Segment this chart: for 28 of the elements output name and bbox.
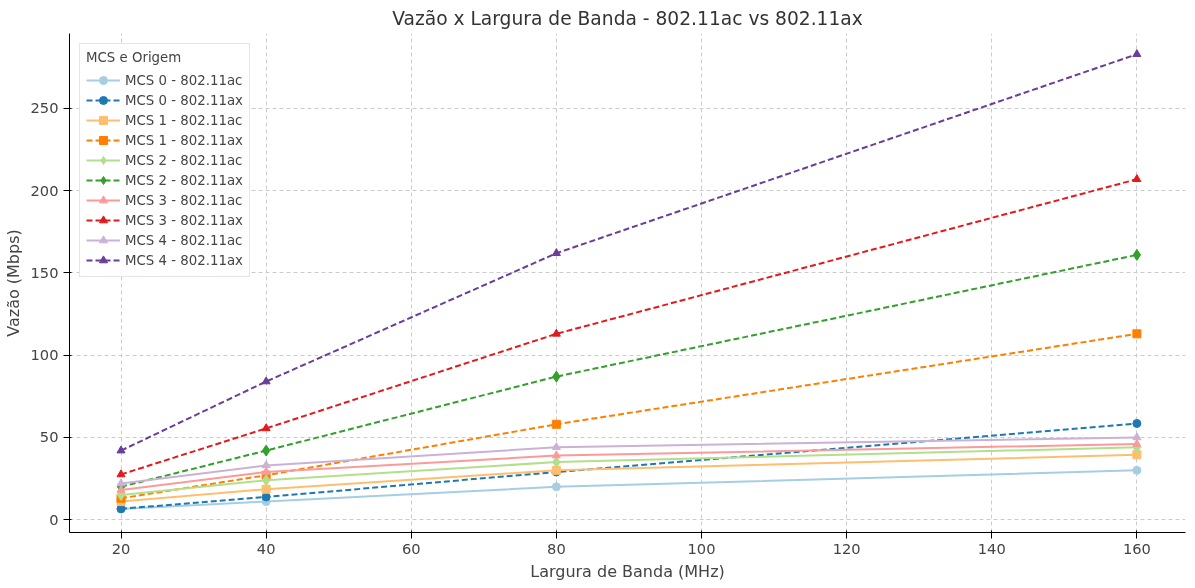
x-tick-label: 80 [547, 539, 566, 557]
x-tick-label: 40 [256, 539, 276, 557]
x-tick-label: 60 [401, 539, 421, 557]
legend-label: MCS 4 - 802.11ax [125, 252, 243, 268]
y-tick-label: 100 [30, 346, 59, 364]
legend-label: MCS 0 - 802.11ac [125, 72, 243, 88]
legend-label: MCS 1 - 802.11ac [125, 112, 243, 128]
x-tick-label: 100 [687, 539, 716, 557]
y-tick-label: 0 [49, 510, 59, 528]
legend-label: MCS 2 - 802.11ax [125, 172, 243, 188]
y-axis-title: Vazão (Mbps) [3, 229, 23, 337]
chart-title: Vazão x Largura de Banda - 802.11ac vs 802.11ax [392, 7, 863, 29]
x-tick-label: 160 [1122, 539, 1151, 557]
x-tick-label: 140 [977, 539, 1006, 557]
legend-label: MCS 3 - 802.11ax [125, 212, 243, 228]
y-tick-label: 250 [30, 99, 59, 117]
legend-label: MCS 1 - 802.11ax [125, 132, 243, 148]
y-tick-label: 50 [39, 428, 59, 446]
legend-label: MCS 2 - 802.11ac [125, 152, 243, 168]
y-tick-label: 150 [30, 263, 59, 281]
x-axis-title: Largura de Banda (MHz) [530, 561, 725, 581]
y-tick-label: 200 [30, 181, 59, 199]
legend-label: MCS 0 - 802.11ax [125, 92, 243, 108]
legend-label: MCS 3 - 802.11ac [125, 192, 243, 208]
x-tick-label: 20 [111, 539, 131, 557]
x-tick-label: 120 [832, 539, 861, 557]
legend-label: MCS 4 - 802.11ac [125, 232, 243, 248]
legend-title: MCS e Origem [86, 50, 183, 65]
